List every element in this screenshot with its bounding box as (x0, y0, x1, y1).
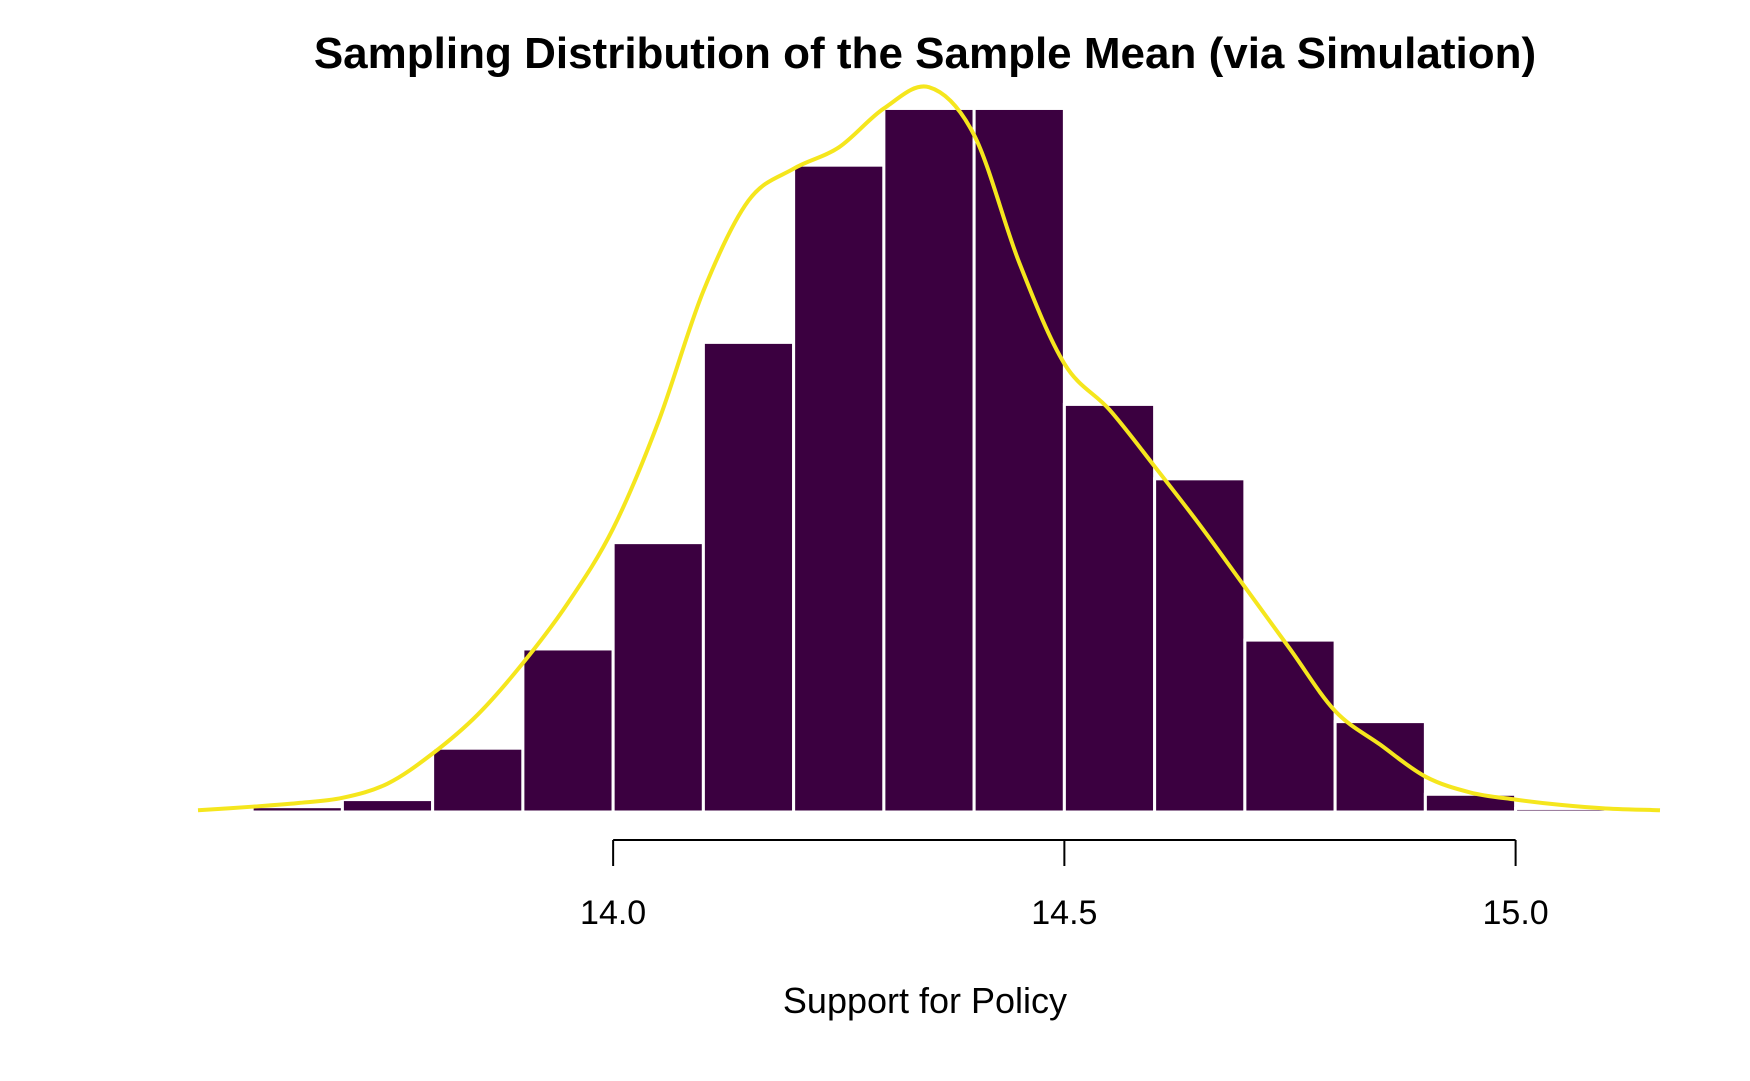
x-axis-label: Support for Policy (783, 980, 1067, 1021)
histogram-bar-9 (1062, 402, 1157, 814)
histogram-bar-10 (1153, 477, 1247, 814)
histogram-bar-3 (521, 647, 615, 814)
density-curve (197, 84, 1661, 813)
x-tick-label-0: 14.0 (580, 894, 646, 932)
x-axis: 14.0 14.5 15.0 (580, 839, 1549, 932)
histogram-bar-1 (340, 798, 435, 814)
histogram-bar-6 (792, 163, 886, 814)
histogram-bar-2 (431, 746, 525, 814)
chart-title: Sampling Distribution of the Sample Mean… (314, 29, 1536, 78)
histogram-bar-7 (882, 106, 976, 814)
histogram-bar-8 (972, 106, 1066, 814)
histogram-bar-5 (701, 340, 796, 814)
x-tick-label-2: 15.0 (1483, 894, 1549, 932)
bars-layer (250, 106, 1608, 814)
x-tick-label-1: 14.5 (1031, 894, 1097, 932)
density-curve-layer (197, 84, 1661, 813)
histogram-bar-4 (611, 541, 705, 814)
histogram-bar-11 (1243, 638, 1337, 814)
